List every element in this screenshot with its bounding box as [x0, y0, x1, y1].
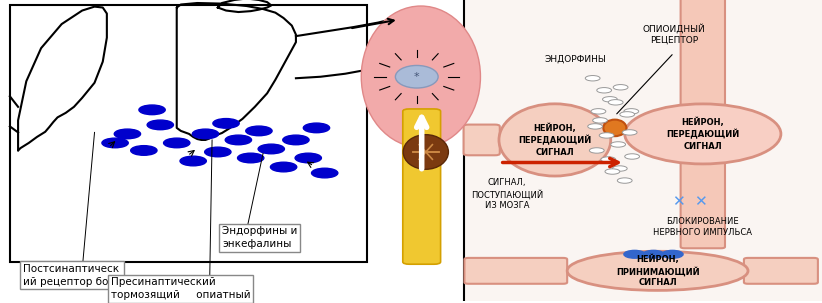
Ellipse shape	[625, 104, 781, 164]
Text: ЭНДОРФИНЫ: ЭНДОРФИНЫ	[544, 54, 607, 63]
Circle shape	[625, 154, 640, 159]
Circle shape	[213, 118, 239, 128]
Circle shape	[613, 85, 628, 90]
Circle shape	[312, 168, 338, 178]
Circle shape	[102, 138, 128, 148]
Ellipse shape	[499, 104, 611, 176]
Text: Постсинаптическ
ий рецептор боли: Постсинаптическ ий рецептор боли	[23, 264, 122, 287]
Text: НЕЙРОН,
ПЕРЕДАЮЩИЙ
СИГНАЛ: НЕЙРОН, ПЕРЕДАЮЩИЙ СИГНАЛ	[666, 117, 740, 151]
Circle shape	[585, 75, 600, 81]
Circle shape	[147, 120, 173, 130]
Text: СИГНАЛ,
ПОСТУПАЮЩИЙ
ИЗ МОЗГА: СИГНАЛ, ПОСТУПАЮЩИЙ ИЗ МОЗГА	[471, 178, 543, 210]
Circle shape	[258, 144, 284, 154]
Circle shape	[643, 250, 664, 258]
Ellipse shape	[395, 65, 438, 88]
Circle shape	[303, 123, 330, 133]
Circle shape	[283, 135, 309, 145]
Text: БЛОКИРОВАНИЕ
НЕРВНОГО ИМПУЛЬСА: БЛОКИРОВАНИЕ НЕРВНОГО ИМПУЛЬСА	[653, 217, 752, 237]
FancyBboxPatch shape	[681, 161, 725, 248]
Circle shape	[624, 250, 645, 258]
FancyBboxPatch shape	[464, 125, 500, 155]
FancyBboxPatch shape	[681, 0, 725, 107]
Ellipse shape	[403, 135, 449, 169]
Text: ✕: ✕	[694, 194, 707, 209]
Circle shape	[593, 118, 607, 123]
Text: Пресинаптический
тормозящий     опиатный: Пресинаптический тормозящий опиатный	[111, 278, 251, 300]
Text: НЕЙРОН,
ПРИНИМАЮЩИЙ
СИГНАЛ: НЕЙРОН, ПРИНИМАЮЩИЙ СИГНАЛ	[616, 255, 700, 287]
Text: ОПИОИДНЫЙ
РЕЦЕПТОР: ОПИОИДНЫЙ РЕЦЕПТОР	[643, 24, 705, 45]
Circle shape	[617, 178, 632, 183]
Ellipse shape	[603, 120, 626, 136]
Circle shape	[591, 109, 606, 114]
Circle shape	[192, 129, 219, 139]
Circle shape	[589, 148, 604, 153]
Text: ✕: ✕	[672, 194, 685, 209]
Text: НЕЙРОН,
ПЕРЕДАЮЩИЙ
СИГНАЛ: НЕЙРОН, ПЕРЕДАЮЩИЙ СИГНАЛ	[518, 123, 592, 157]
Circle shape	[605, 169, 620, 174]
Circle shape	[164, 138, 190, 148]
Circle shape	[620, 112, 635, 117]
Circle shape	[225, 135, 252, 145]
Bar	[10, 5, 367, 262]
Circle shape	[131, 146, 157, 155]
Circle shape	[270, 162, 297, 172]
Circle shape	[601, 157, 616, 162]
Ellipse shape	[567, 251, 748, 290]
FancyBboxPatch shape	[464, 258, 567, 284]
Ellipse shape	[361, 6, 480, 148]
Circle shape	[588, 124, 603, 129]
Circle shape	[662, 250, 683, 258]
Circle shape	[608, 100, 623, 105]
Circle shape	[597, 88, 612, 93]
Circle shape	[114, 129, 141, 139]
Circle shape	[612, 166, 627, 171]
Circle shape	[180, 156, 206, 166]
Circle shape	[603, 97, 617, 102]
Circle shape	[295, 153, 321, 163]
Text: Эндорфины и
энкефалины: Эндорфины и энкефалины	[222, 226, 298, 249]
FancyBboxPatch shape	[403, 109, 441, 264]
Circle shape	[611, 142, 626, 147]
Bar	[464, 0, 822, 301]
Circle shape	[238, 153, 264, 163]
Circle shape	[624, 109, 639, 114]
Circle shape	[205, 147, 231, 157]
Circle shape	[139, 105, 165, 115]
Circle shape	[246, 126, 272, 136]
Circle shape	[599, 133, 614, 138]
Circle shape	[622, 130, 637, 135]
FancyBboxPatch shape	[744, 258, 818, 284]
Text: *: *	[414, 72, 419, 82]
